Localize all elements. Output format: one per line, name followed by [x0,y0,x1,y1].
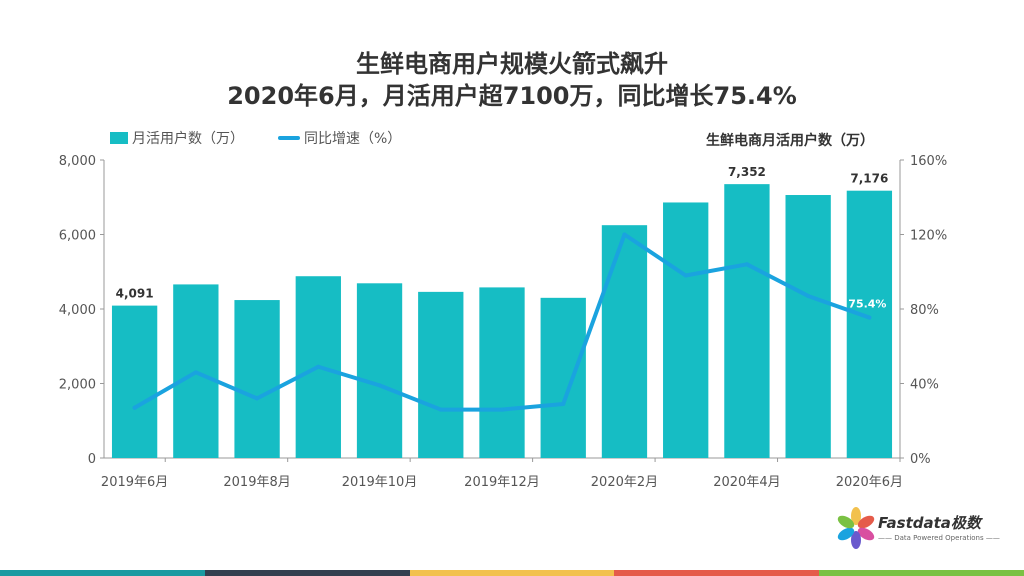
growth-point [867,315,872,320]
legend-bar-swatch [110,132,128,144]
fastdata-logo: Fastdata极数 —— Data Powered Operations —— [836,506,1016,552]
logo-brand: Fastdata极数 [878,514,981,532]
y-left-tick-label: 8,000 [59,154,96,169]
growth-point [744,262,749,267]
growth-point [561,401,566,406]
x-tick-label: 2020年4月 [713,475,780,490]
growth-point [622,232,627,237]
chart-note: 生鲜电商月活用户数（万） [706,133,874,149]
line-data-label: 75.4% [848,298,886,311]
y-left-tick-label: 4,000 [59,303,96,318]
legend: 月活用户数（万） 同比增速（%） [110,128,401,148]
y-right-tick-label: 80% [910,303,939,318]
bar [356,283,403,458]
bar [846,190,893,458]
growth-point [316,364,321,369]
x-tick-label: 2019年10月 [342,475,418,490]
strip-segment [819,570,1024,576]
bar [663,202,709,458]
bar [479,287,525,458]
x-tick-label: 2019年12月 [464,475,540,490]
bar [234,300,280,458]
y-right-tick-label: 120% [910,229,947,244]
bar-data-label: 4,091 [116,287,154,301]
y-left-tick-label: 0 [88,452,96,467]
bar-data-label: 7,176 [850,172,888,186]
growth-point [193,370,198,375]
strip-segment [0,570,205,576]
strip-segment [409,570,615,576]
bottom-color-strip [0,570,1024,576]
growth-point [255,396,260,401]
x-tick-label: 2019年8月 [223,475,290,490]
growth-point [683,273,688,278]
logo-tagline: —— Data Powered Operations —— [878,534,1000,542]
x-tick-label: 2019年6月 [101,475,168,490]
bar [785,195,831,458]
bar [724,184,770,458]
y-left-tick-label: 2,000 [59,378,96,393]
y-right-tick-label: 40% [910,378,939,393]
bar-data-label: 7,352 [728,165,766,179]
chart-title-line2: 2020年6月，月活用户超7100万，同比增长75.4% [227,82,797,110]
bar [601,225,648,458]
legend-line-swatch [278,136,300,140]
legend-line-label: 同比增速（%） [304,131,402,147]
bar [111,305,158,458]
flower-logo-icon [837,507,875,549]
growth-point [806,293,811,298]
y-right-tick-label: 0% [910,452,931,467]
strip-segment [614,570,820,576]
strip-segment [204,570,410,576]
growth-point [500,407,504,412]
x-tick-label: 2020年2月 [591,475,658,490]
growth-point [377,383,382,388]
y-right-tick-label: 160% [910,154,947,169]
growth-point [438,407,443,412]
chart-title-line1: 生鲜电商用户规模火箭式飙升 [356,50,668,78]
growth-point [132,405,137,410]
legend-bar-label: 月活用户数（万） [132,131,244,147]
bar [418,291,464,458]
y-left-tick-label: 6,000 [59,229,96,244]
x-tick-label: 2020年6月 [836,475,903,490]
bar [540,297,586,458]
